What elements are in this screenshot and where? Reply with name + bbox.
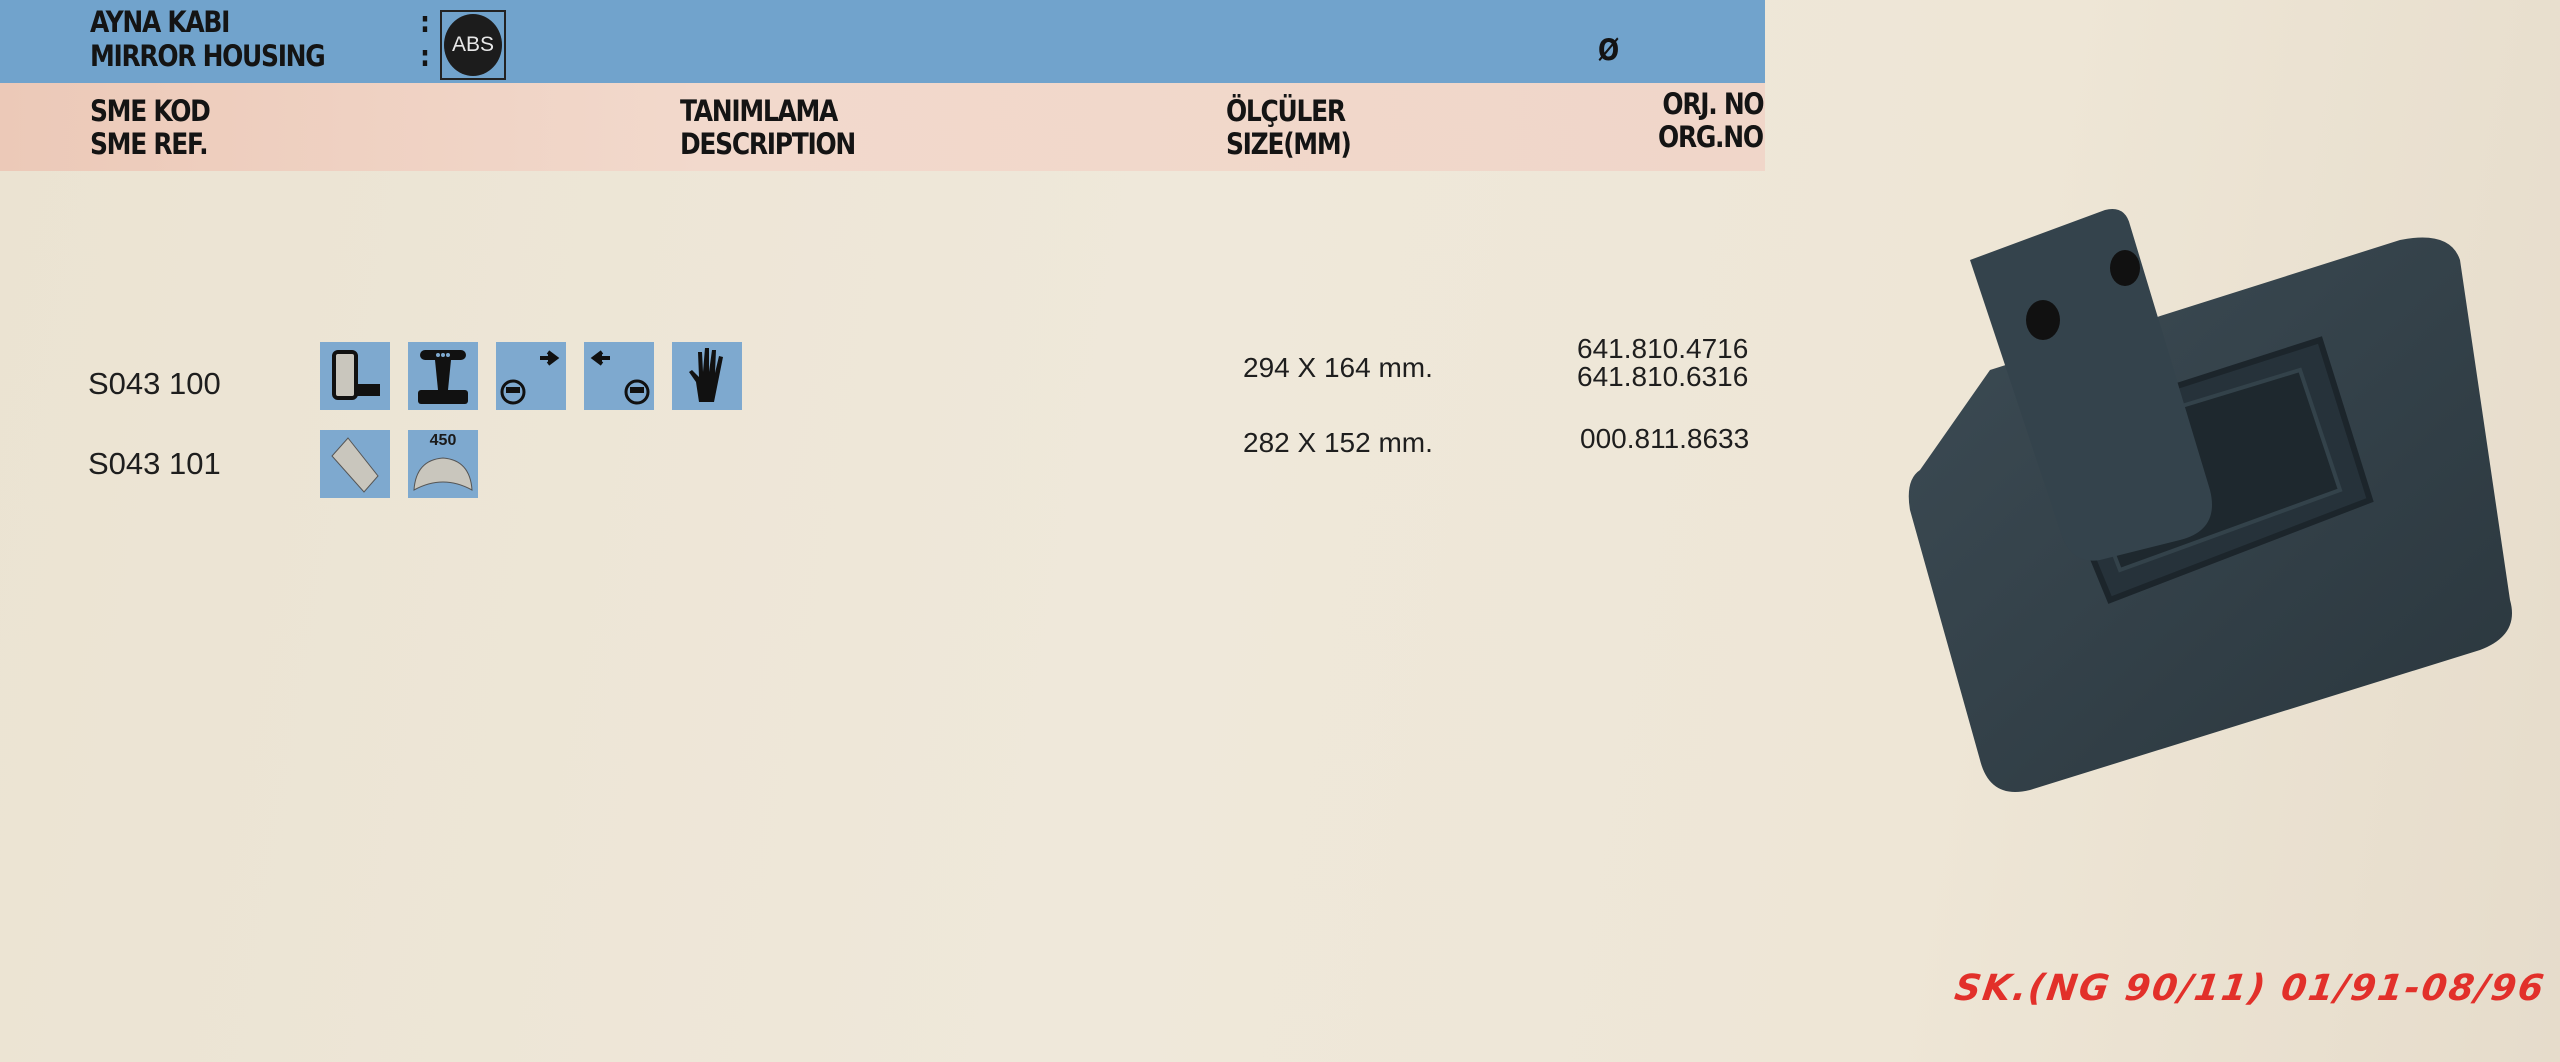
material-badge: ABS	[440, 10, 506, 80]
original-number: 641.810.4716	[1577, 333, 1749, 364]
col-code-tr: SME KOD	[90, 94, 211, 128]
left-hand-drive-icon	[584, 342, 654, 410]
right-hand-drive-icon	[496, 342, 566, 410]
mirror-housing-product-image	[1900, 180, 2540, 820]
flat-glass-icon	[320, 430, 390, 498]
model-applicability-note: SK.(NG 90/11) 01/91-08/96	[1952, 968, 2549, 1009]
original-number: 000.811.8633	[1580, 423, 1750, 454]
size-value: 294 X 164 mm.	[1243, 352, 1433, 383]
category-title-tr: AYNA KABI	[90, 5, 230, 39]
manual-adjust-hand-icon	[672, 342, 742, 410]
product-code: S043 100	[88, 366, 221, 401]
colon: :	[420, 39, 430, 73]
category-title-en: MIRROR HOUSING	[90, 39, 326, 73]
mirror-with-arm-icon	[320, 342, 390, 410]
size-value: 282 X 152 mm.	[1243, 427, 1433, 458]
category-header-bar	[0, 0, 1765, 83]
diameter-symbol: Ø	[1598, 33, 1619, 67]
product-code: S043 101	[88, 446, 221, 481]
colon: :	[420, 5, 430, 39]
mount-column-icon	[408, 342, 478, 410]
col-orig-tr: ORJ. NO	[1662, 87, 1764, 121]
material-badge-label: ABS	[444, 14, 502, 76]
col-size-tr: ÖLÇÜLER	[1226, 94, 1346, 128]
col-orig-en: ORG.NO	[1658, 120, 1764, 154]
col-size-en: SIZE(MM)	[1226, 127, 1352, 161]
original-number: 641.810.6316	[1577, 361, 1749, 392]
column-header-band	[0, 83, 1765, 171]
convex-glass-icon: 450	[408, 430, 478, 498]
col-desc-tr: TANIMLAMA	[680, 94, 838, 128]
col-code-en: SME REF.	[90, 127, 209, 161]
col-desc-en: DESCRIPTION	[680, 127, 856, 161]
convex-radius-label: 450	[429, 432, 457, 449]
